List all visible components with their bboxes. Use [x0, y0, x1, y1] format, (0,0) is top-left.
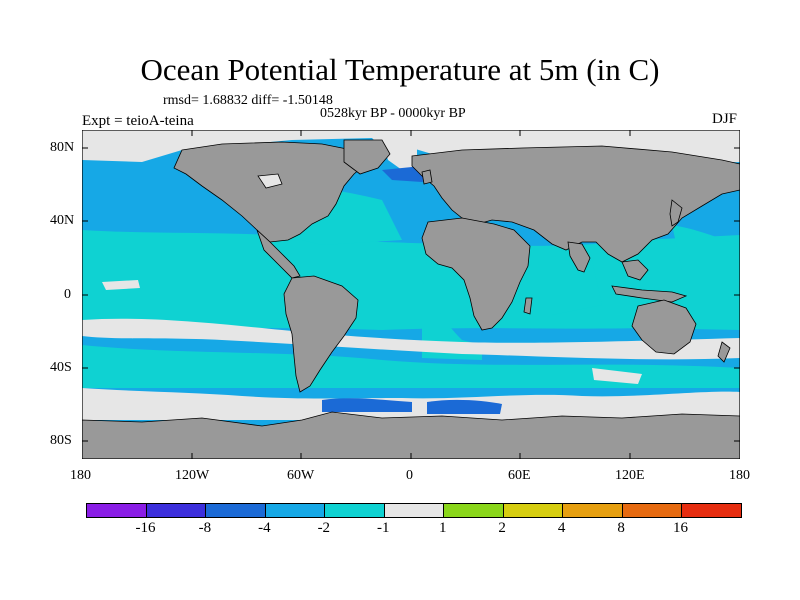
colorbar-label: 2 [498, 520, 506, 536]
colorbar-swatch [145, 504, 206, 517]
colorbar-label: -1 [377, 520, 390, 536]
colorbar-swatch [205, 504, 265, 517]
lat-tick-label: 80S [50, 433, 72, 448]
tick-marks [82, 130, 740, 459]
colorbar-swatch [621, 504, 682, 517]
colorbar-swatch [681, 504, 742, 517]
greenland-ice-hole [257, 173, 283, 189]
colorbar-label: -4 [258, 520, 271, 536]
south-america [283, 275, 359, 393]
lon-tick-label: 180 [729, 468, 750, 483]
new-zealand [717, 341, 731, 363]
lon-tick-label: 0 [406, 468, 413, 483]
india [567, 241, 591, 273]
australia [631, 299, 697, 355]
colorbar-label: -2 [317, 520, 331, 536]
map-plot [82, 130, 740, 459]
lon-tick-label: 180 [70, 468, 91, 483]
colorbar-label: -16 [135, 520, 156, 536]
antarctica [82, 411, 740, 459]
uk [421, 169, 433, 185]
lon-tick-label: 120E [615, 468, 645, 483]
colorbar-swatch [87, 504, 146, 517]
colorbar-labels: -16 -8 -4 -2 -1 1 2 4 8 16 [86, 520, 740, 540]
season-label: DJF [712, 111, 738, 127]
japan [669, 199, 683, 227]
madagascar [523, 297, 533, 315]
colorbar-swatch [443, 504, 503, 517]
lat-tick-label: 80N [50, 140, 75, 155]
southeast-asia [621, 259, 649, 281]
north-america [173, 141, 369, 243]
colorbar-label: -8 [198, 520, 212, 536]
lat-tick-label: 40S [50, 360, 72, 375]
stats-label: rmsd= 1.68832 diff= -1.50148 [163, 93, 333, 108]
greenland [343, 139, 391, 175]
experiment-label: Expt = teioA-teina [82, 113, 194, 129]
lon-tick-label: 60W [287, 468, 315, 483]
colorbar-swatch [264, 504, 325, 517]
colorbar-swatch [324, 504, 384, 517]
lon-tick-label: 60E [508, 468, 531, 483]
lon-tick-label: 120W [175, 468, 210, 483]
colorbar-swatch [383, 504, 444, 517]
lat-tick-label: 0 [64, 287, 71, 302]
colorbar-label: 4 [557, 520, 566, 536]
lat-tick-label: 40N [50, 213, 75, 228]
colorbar-label: 8 [617, 520, 625, 536]
africa [421, 217, 531, 331]
period-label: 0528kyr BP - 0000kyr BP [320, 106, 466, 121]
colorbar [86, 503, 742, 518]
central-america [256, 229, 301, 279]
colorbar-label: 1 [438, 520, 447, 536]
colorbar-swatch [562, 504, 622, 517]
indonesia [611, 285, 688, 303]
eurasia [411, 145, 740, 263]
land-masses [82, 139, 740, 459]
plot-title: Ocean Potential Temperature at 5m (in C) [140, 52, 660, 87]
colorbar-label: 16 [673, 520, 689, 536]
colorbar-swatch [502, 504, 563, 517]
